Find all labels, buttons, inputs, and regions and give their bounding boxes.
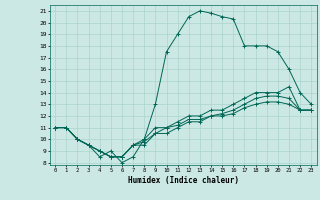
X-axis label: Humidex (Indice chaleur): Humidex (Indice chaleur) xyxy=(128,176,239,185)
